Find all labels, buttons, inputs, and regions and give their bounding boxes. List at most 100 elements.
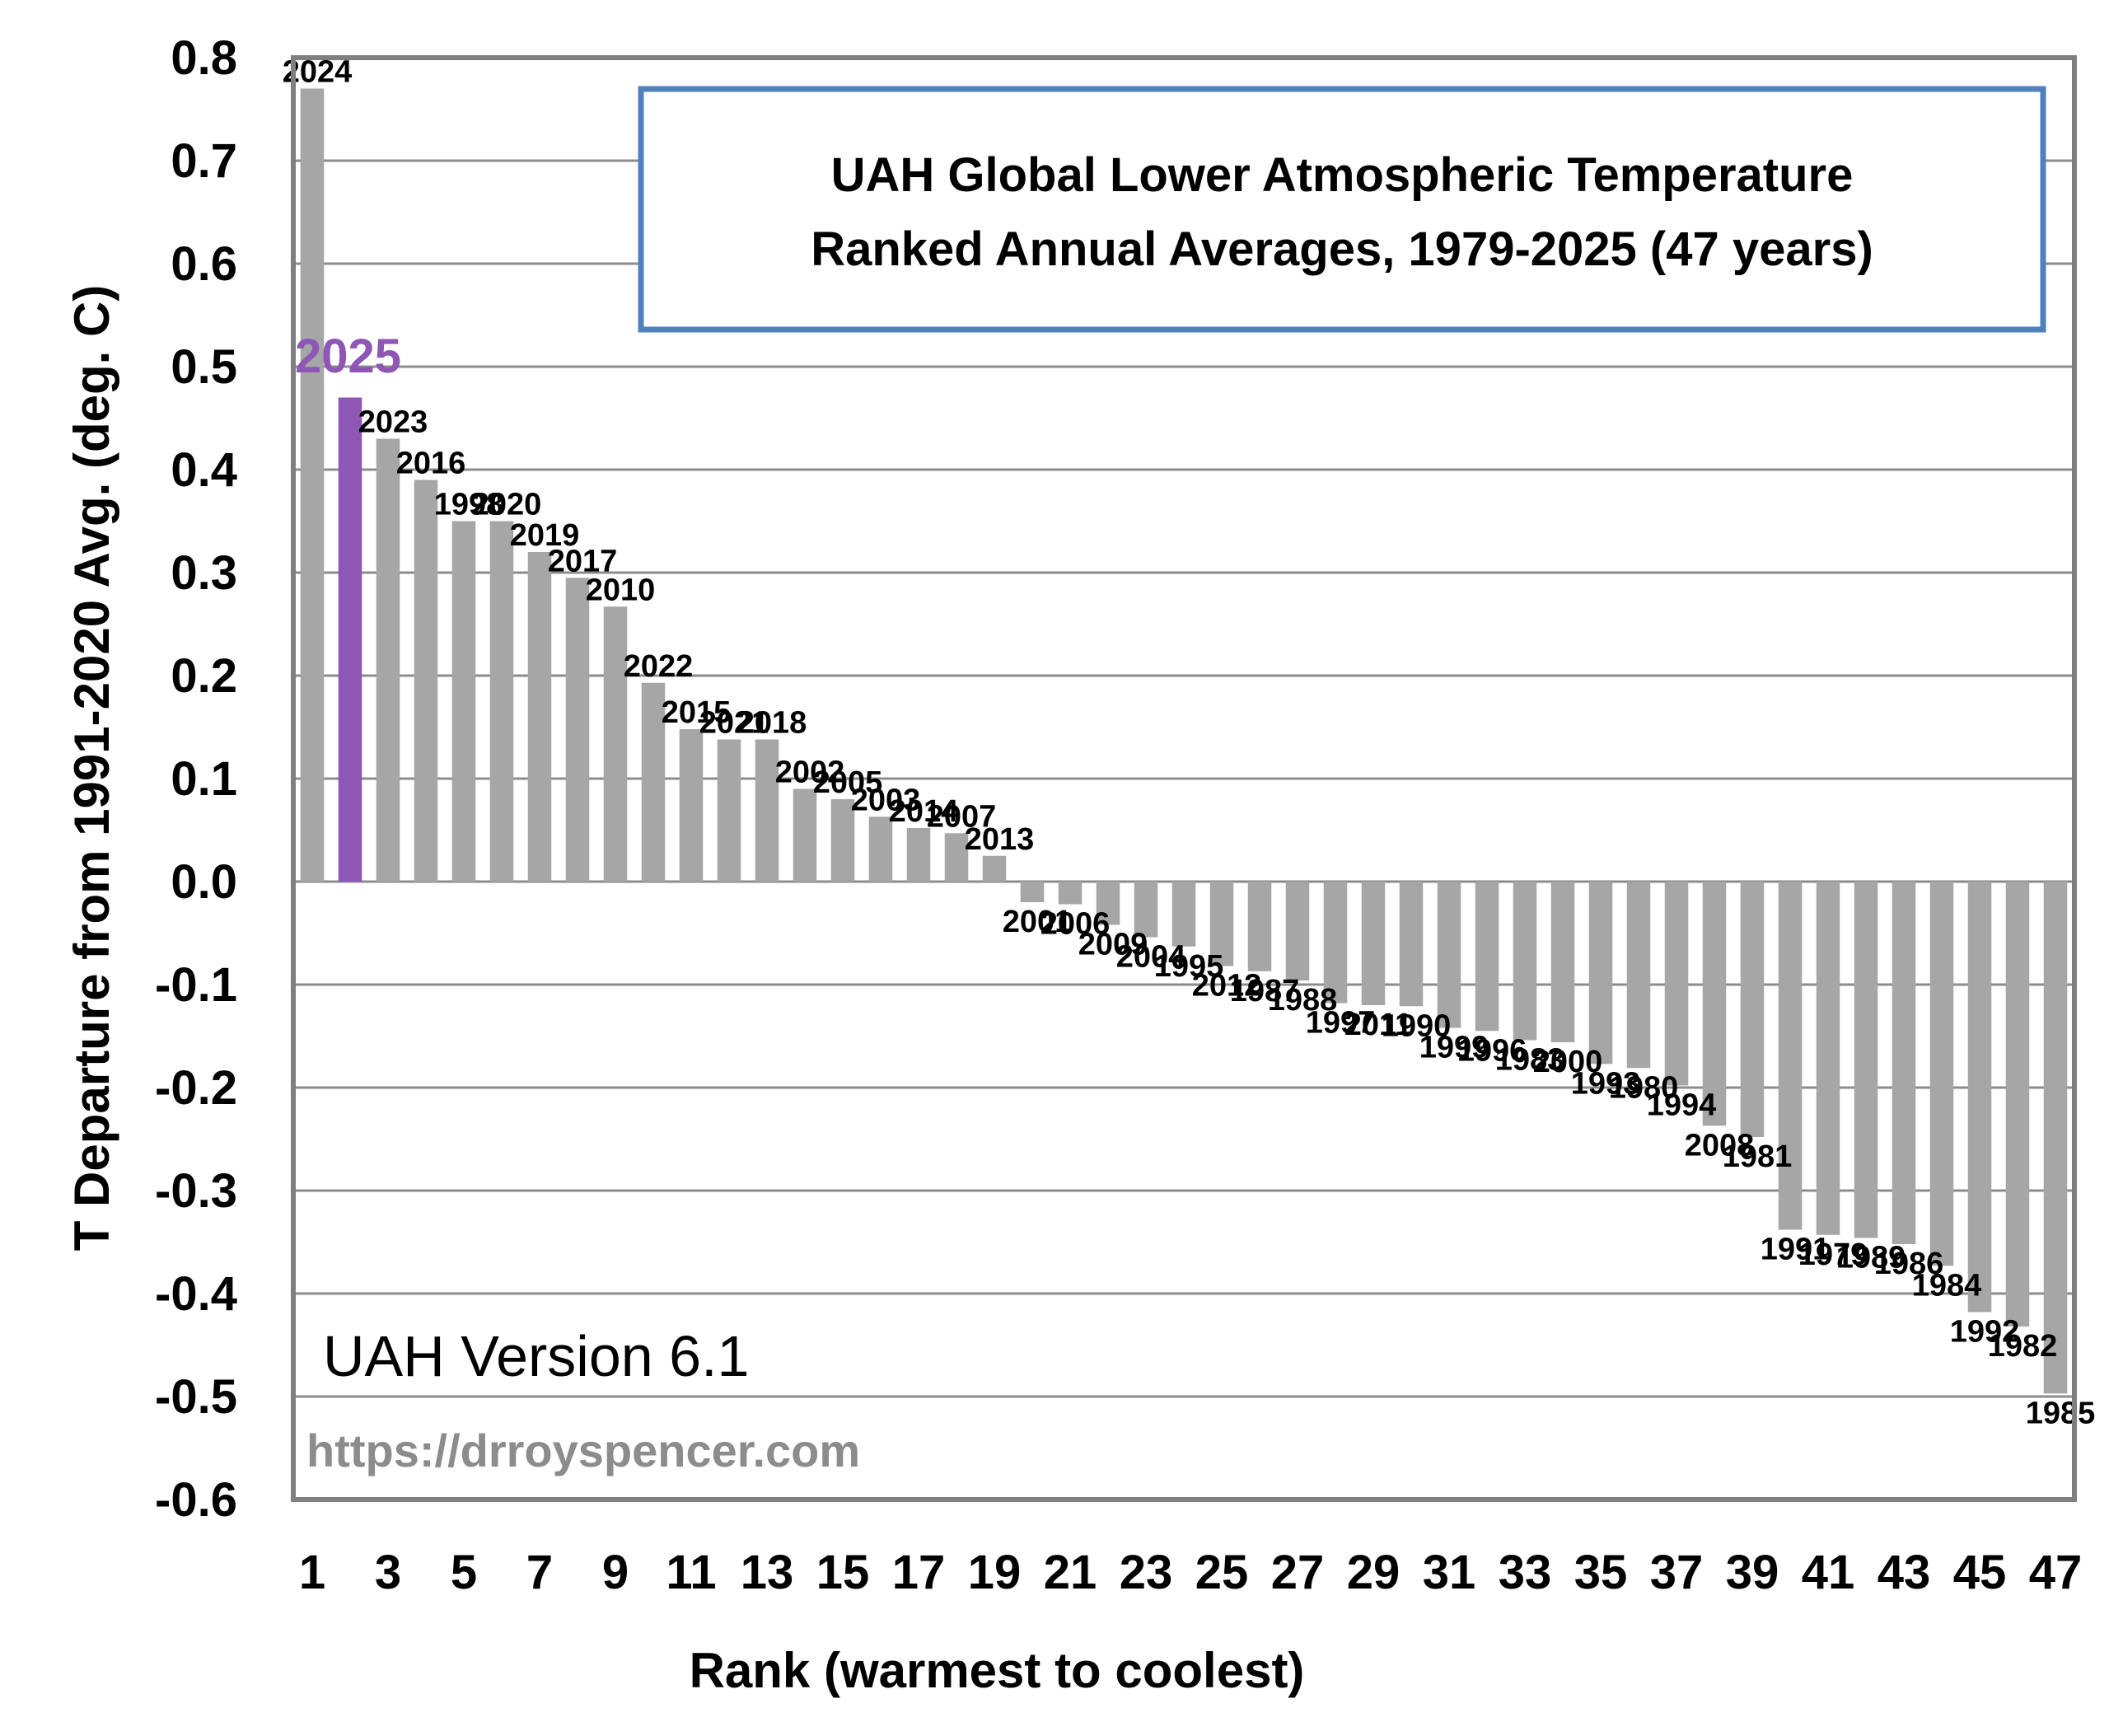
bar-year-label: 1987 — [1230, 974, 1300, 1008]
bar — [906, 828, 931, 882]
bar — [1058, 882, 1083, 905]
bar — [1892, 882, 1916, 1244]
bar — [1475, 882, 1499, 1032]
plot-frame — [291, 55, 2077, 1502]
y-tick-label: 0.5 — [171, 340, 237, 394]
y-tick-label: 0.7 — [171, 134, 237, 188]
y-tick-label: -0.2 — [155, 1061, 237, 1115]
bar-year-label: 1995 — [1154, 949, 1224, 984]
bar-year-label: 2003 — [851, 783, 921, 817]
x-tick-label: 35 — [1574, 1546, 1628, 1599]
y-tick-label: -0.5 — [155, 1370, 237, 1424]
bar — [1778, 882, 1803, 1230]
bar-year-label: 2000 — [1533, 1045, 1603, 1079]
y-tick-label: -0.3 — [155, 1164, 237, 1218]
bar — [1702, 882, 1727, 1126]
url-annotation: https://drroyspencer.com — [306, 1425, 860, 1476]
bar — [1096, 882, 1120, 925]
bar — [1740, 882, 1765, 1137]
bar — [1437, 882, 1461, 1028]
bar — [944, 833, 969, 882]
bar — [1361, 882, 1386, 1005]
x-axis-title: Rank (warmest to coolest) — [690, 1643, 1305, 1698]
bar-year-label: 2014 — [889, 794, 959, 829]
bar-year-label: 1984 — [1912, 1268, 1982, 1303]
bar — [489, 521, 514, 882]
bar-year-label: 2007 — [927, 799, 997, 834]
bar-year-label: 1991 — [1761, 1233, 1831, 1267]
y-axis-title: T Departure from 1991-2020 Avg. (deg. C) — [64, 285, 119, 1252]
bar-year-labels: 2024202320161998202020192017201020222015… — [283, 55, 2096, 1431]
bar — [1323, 882, 1348, 1004]
bar-year-label: 1989 — [1836, 1241, 1906, 1275]
bar — [868, 817, 893, 882]
x-tick-label: 13 — [741, 1546, 794, 1599]
bar — [1513, 882, 1537, 1041]
x-tick-label: 15 — [816, 1546, 870, 1599]
bar — [717, 739, 741, 882]
x-tick-label: 11 — [666, 1546, 716, 1599]
x-tick-label: 7 — [526, 1546, 553, 1599]
x-tick-label: 9 — [602, 1546, 629, 1599]
bar — [1134, 882, 1158, 938]
bar — [1247, 882, 1272, 971]
bar-year-label: 1999 — [1419, 1031, 1489, 1065]
bar-year-label: 2004 — [1116, 940, 1186, 975]
bar — [830, 799, 855, 882]
bar-year-label: 1985 — [2026, 1396, 2096, 1430]
bar — [565, 578, 590, 882]
bar — [1929, 882, 1954, 1266]
bar-year-label: 1981 — [1723, 1139, 1793, 1174]
highlight-year-label: 2025 — [295, 330, 401, 383]
x-tick-label: 45 — [1953, 1546, 2007, 1599]
x-tick-label: 25 — [1195, 1546, 1249, 1599]
x-tick-label: 31 — [1423, 1546, 1476, 1599]
x-tick-label: 39 — [1726, 1546, 1779, 1599]
x-tick-label: 19 — [968, 1546, 1022, 1599]
x-tick-label: 29 — [1347, 1546, 1401, 1599]
y-tick-label: 0.8 — [171, 31, 237, 85]
bar-year-label: 1980 — [1609, 1070, 1679, 1105]
bar — [414, 480, 438, 882]
gridlines — [293, 56, 2074, 1501]
x-tick-label: 1 — [299, 1546, 325, 1599]
x-tick-labels: 1 3 5 7 9 11 13 15 17 19 21 23 25 27 29 31 33 35 37 39 41 43 4… — [299, 1546, 2082, 1599]
bar — [755, 739, 779, 882]
bar-year-label: 2011 — [1344, 1008, 1412, 1042]
x-tick-label: 37 — [1650, 1546, 1704, 1599]
bar-year-label: 2018 — [737, 706, 807, 741]
x-tick-label: 27 — [1271, 1546, 1325, 1599]
bar — [1588, 882, 1613, 1065]
x-tick-label: 33 — [1499, 1546, 1552, 1599]
bar — [679, 729, 704, 882]
bar — [300, 88, 325, 882]
x-tick-label: 5 — [451, 1546, 477, 1599]
bar-year-label: 2009 — [1078, 928, 1148, 962]
bar-year-label: 1982 — [1988, 1329, 2058, 1364]
chart-title-line-1: UAH Global Lower Atmospheric Temperature — [831, 148, 1854, 202]
bar — [1209, 882, 1234, 966]
x-tick-label: 41 — [1802, 1546, 1855, 1599]
y-tick-label: 0.6 — [171, 237, 237, 291]
bar-year-label: 2008 — [1685, 1128, 1755, 1163]
bar-year-label: 2013 — [965, 822, 1035, 857]
bar-year-label: 2002 — [775, 756, 845, 790]
bar — [603, 606, 628, 882]
y-tick-label: 0.1 — [171, 752, 237, 806]
x-tick-label: 23 — [1120, 1546, 1173, 1599]
bar-year-label: 2012 — [1192, 969, 1262, 1004]
bar-year-label: 2006 — [1040, 907, 1111, 942]
y-tick-label: 0.0 — [171, 855, 237, 909]
bar-year-label: 2001 — [1003, 905, 1073, 939]
y-tick-label: 0.2 — [171, 649, 237, 703]
bar-year-label: 1992 — [1950, 1315, 2020, 1350]
bar-year-label: 2020 — [472, 488, 542, 522]
bar — [1550, 882, 1575, 1042]
x-tick-label: 17 — [892, 1546, 946, 1599]
bar-highlight — [338, 397, 362, 882]
bar-year-label: 1979 — [1798, 1238, 1868, 1272]
bar — [1816, 882, 1840, 1235]
bar-year-label: 2023 — [358, 405, 428, 440]
bar — [451, 521, 476, 882]
bar-year-label: 2010 — [586, 573, 656, 607]
